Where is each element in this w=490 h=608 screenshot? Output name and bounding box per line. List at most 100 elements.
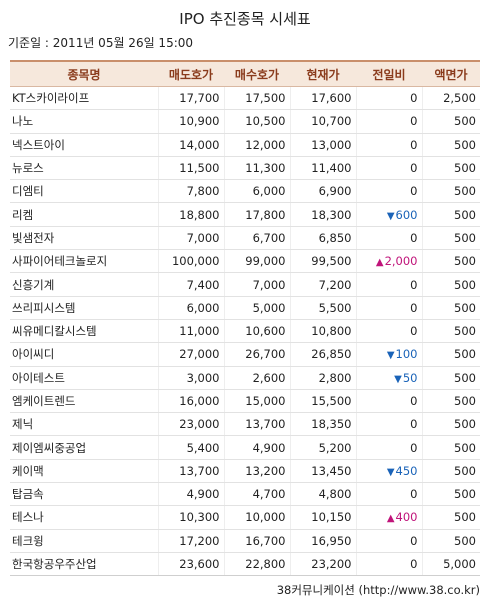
current-price-cell: 4,800	[289, 482, 356, 507]
face-value-cell: 500	[421, 529, 480, 553]
table-row: 아이씨디 27,000 26,700 26,850 ▼100 500	[10, 342, 480, 367]
ask-price-cell: 23,000	[157, 412, 224, 437]
bid-price-cell: 13,700	[223, 412, 290, 437]
face-value-cell: 500	[421, 482, 480, 507]
current-price-cell: 6,900	[289, 179, 356, 204]
face-value-cell: 500	[421, 319, 480, 344]
stock-name-cell: 아이테스트	[10, 366, 158, 390]
face-value-cell: 500	[421, 435, 480, 460]
change-cell: 0	[355, 86, 422, 111]
current-price-cell: 7,200	[289, 272, 356, 297]
current-price-cell: 99,500	[289, 249, 356, 274]
change-cell: 0	[355, 109, 422, 134]
stock-name-cell: 사파이어테크놀로지	[10, 249, 158, 274]
column-header-price: 현재가	[290, 60, 356, 87]
ask-price-cell: 7,000	[157, 226, 224, 251]
face-value-cell: 500	[421, 179, 480, 204]
table-row: 제이엠씨중공업 5,400 4,900 5,200 0 500	[10, 435, 480, 460]
stock-name-cell: 디엠티	[10, 179, 158, 204]
bid-price-cell: 4,700	[223, 482, 290, 507]
face-value-cell: 500	[421, 459, 480, 484]
face-value-cell: 500	[421, 109, 480, 134]
ask-price-cell: 5,400	[157, 435, 224, 460]
up-triangle-icon: ▲	[386, 513, 395, 525]
change-value: 450	[395, 463, 418, 478]
bid-price-cell: 10,500	[223, 109, 290, 134]
source-credit: 38커뮤니케이션 (http://www.38.co.kr)	[276, 583, 480, 597]
ask-price-cell: 14,000	[157, 133, 224, 157]
ask-price-cell: 7,800	[157, 179, 224, 204]
change-value: 100	[395, 347, 418, 362]
stock-name-cell: 테스나	[10, 505, 158, 530]
ask-price-cell: 10,300	[157, 505, 224, 530]
table-row: 케이맥 13,700 13,200 13,450 ▼450 500	[10, 459, 480, 484]
stock-name-cell: 뉴로스	[10, 156, 158, 181]
face-value-cell: 500	[421, 296, 480, 320]
change-value: 2,000	[384, 254, 418, 269]
quote-table-container: 종목명 매도호가 매수호가 현재가 전일비 액면가 KT스카이라이프 17,700…	[10, 60, 480, 577]
change-cell: 0	[355, 412, 422, 437]
ask-price-cell: 3,000	[157, 366, 224, 390]
face-value-cell: 500	[421, 412, 480, 437]
table-row: 한국항공우주산업 23,600 22,800 23,200 0 5,000	[10, 552, 480, 577]
stock-name-cell: 씨유메디칼시스템	[10, 319, 158, 344]
bid-price-cell: 10,000	[223, 505, 290, 530]
table-row: 신흥기계 7,400 7,000 7,200 0 500	[10, 272, 480, 297]
change-cell: 0	[355, 133, 422, 157]
bid-price-cell: 16,700	[223, 529, 290, 553]
ask-price-cell: 6,000	[157, 296, 224, 320]
table-row: 쓰리피시스템 6,000 5,000 5,500 0 500	[10, 296, 480, 320]
ask-price-cell: 11,500	[157, 156, 224, 181]
bid-price-cell: 12,000	[223, 133, 290, 157]
ask-price-cell: 13,700	[157, 459, 224, 484]
table-header-row: 종목명 매도호가 매수호가 현재가 전일비 액면가	[10, 60, 480, 87]
change-cell: 0	[355, 226, 422, 251]
ask-price-cell: 100,000	[157, 249, 224, 274]
column-header-change: 전일비	[356, 60, 422, 87]
face-value-cell: 500	[421, 133, 480, 157]
table-row: 씨유메디칼시스템 11,000 10,600 10,800 0 500	[10, 319, 480, 344]
bid-price-cell: 10,600	[223, 319, 290, 344]
ask-price-cell: 7,400	[157, 272, 224, 297]
current-price-cell: 23,200	[289, 552, 356, 577]
stock-name-cell: 신흥기계	[10, 272, 158, 297]
ask-price-cell: 23,600	[157, 552, 224, 577]
change-cell: 0	[355, 296, 422, 320]
stock-name-cell: 쓰리피시스템	[10, 296, 158, 320]
table-row: 뉴로스 11,500 11,300 11,400 0 500	[10, 156, 480, 181]
down-triangle-icon: ▼	[386, 466, 395, 478]
stock-name-cell: KT스카이라이프	[10, 86, 158, 111]
stock-name-cell: 아이씨디	[10, 342, 158, 367]
face-value-cell: 500	[421, 342, 480, 367]
table-row: 제닉 23,000 13,700 18,350 0 500	[10, 412, 480, 437]
current-price-cell: 10,700	[289, 109, 356, 134]
face-value-cell: 500	[421, 505, 480, 530]
bid-price-cell: 6,000	[223, 179, 290, 204]
face-value-cell: 500	[421, 156, 480, 181]
stock-name-cell: 탑금속	[10, 482, 158, 507]
change-cell: 0	[355, 389, 422, 414]
current-price-cell: 13,450	[289, 459, 356, 484]
change-cell: 0	[355, 179, 422, 204]
stock-name-cell: 빛샘전자	[10, 226, 158, 251]
table-row: KT스카이라이프 17,700 17,500 17,600 0 2,500	[10, 86, 480, 111]
table-row: 사파이어테크놀로지 100,000 99,000 99,500 ▲2,000 500	[10, 249, 480, 274]
bid-price-cell: 26,700	[223, 342, 290, 367]
table-row: 탑금속 4,900 4,700 4,800 0 500	[10, 482, 480, 507]
ask-price-cell: 16,000	[157, 389, 224, 414]
bid-price-cell: 7,000	[223, 272, 290, 297]
stock-name-cell: 리켐	[10, 202, 158, 227]
current-price-cell: 5,200	[289, 435, 356, 460]
table-row: 테스나 10,300 10,000 10,150 ▲400 500	[10, 505, 480, 530]
change-cell: 0	[355, 482, 422, 507]
change-value: 50	[402, 370, 418, 385]
ask-price-cell: 11,000	[157, 319, 224, 344]
down-triangle-icon: ▼	[386, 350, 395, 362]
face-value-cell: 500	[421, 389, 480, 414]
stock-name-cell: 나노	[10, 109, 158, 134]
bid-price-cell: 17,500	[223, 86, 290, 111]
change-cell: 0	[355, 156, 422, 181]
change-cell: ▲400	[355, 505, 422, 530]
current-price-cell: 15,500	[289, 389, 356, 414]
stock-name-cell: 케이맥	[10, 459, 158, 484]
